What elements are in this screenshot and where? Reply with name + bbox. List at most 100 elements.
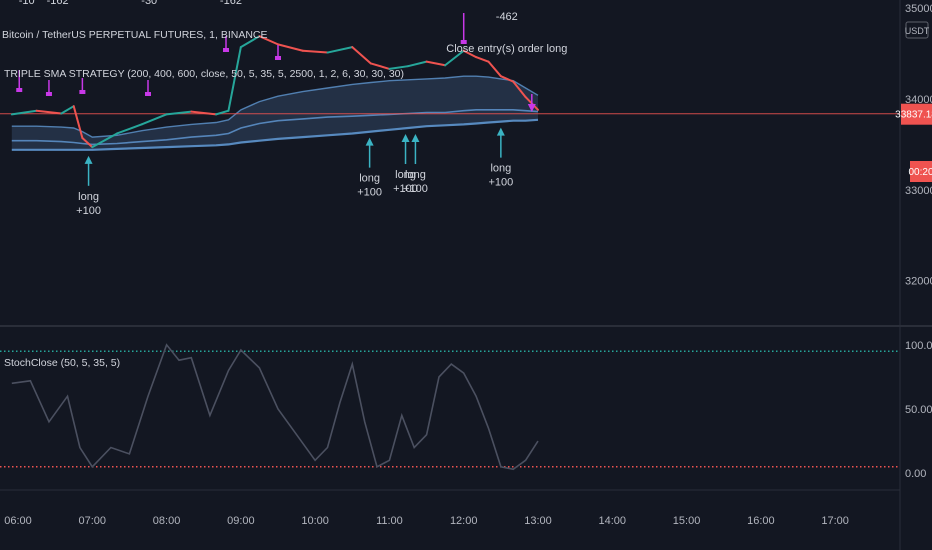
price-segment [301,49,329,54]
price-segment [239,35,261,49]
price-segment [165,110,193,116]
exit-pnl-clipped: -30 [141,0,157,7]
price-segment [326,46,354,54]
time-axis-tick: 08:00 [153,515,181,527]
price-segment [190,110,218,116]
time-axis-tick: 16:00 [747,515,775,527]
bar-countdown-tag [910,161,932,182]
price-axis-tick: 32000.00 [905,276,932,288]
time-axis[interactable]: 06:00 07:00 08:00 09:00 10:00 11:00 12:00 13:00… [4,515,849,527]
trade-markers: long +100 long +100 long +100 long +100 long +100… [16,0,567,217]
price-pane[interactable]: long +100 long +100 long +100 long +100 long +100… [0,0,900,217]
sma-band-fill [11,76,539,150]
entry-arrow-head [401,134,410,142]
bar-countdown-value: 00:20 [908,167,932,178]
entry-qty: +100 [76,205,101,217]
exit-marker [145,80,151,96]
stoch-axis-tick: 50.00 [905,404,932,416]
stoch-axis[interactable]: 100.00 50.00 0.00 [905,340,932,480]
price-segment [215,109,230,116]
stoch-line [11,343,539,471]
time-axis-tick: 13:00 [524,515,552,527]
currency-badge[interactable] [905,21,929,39]
trade-marker: long +100 [393,134,418,195]
price-segment [425,60,447,67]
entry-label: long [78,191,99,203]
entry-qty: +100 [403,183,428,195]
exit-marker [275,45,281,60]
price-axis-tick: 33000.00 [905,185,932,197]
exit-marker-head [79,90,86,94]
price-segment [116,123,143,135]
price-axis[interactable]: 35000.00 34000.00 33000.00 32000.00 [905,3,932,288]
price-segment [60,105,75,115]
exit-marker [79,78,86,94]
price-segment [388,65,409,70]
price-segment [35,109,63,115]
entry-arrow-head [496,127,505,136]
entry-label: long [405,169,426,181]
exit-marker [223,36,229,52]
time-axis-tick: 14:00 [599,515,627,527]
trade-marker: long +100 [488,127,513,189]
entry-arrow-head [411,134,420,142]
price-segment [462,49,478,59]
currency-badge-label: USDT [905,26,930,36]
time-axis-tick: 09:00 [227,515,255,527]
exit-arrow-head [527,104,536,112]
last-price-tag [901,103,932,125]
entry-label: long [490,163,511,175]
exit-label: Close entry(s) order long [446,43,567,55]
stoch-series [11,343,539,471]
last-price-value: 33837.18 [895,110,932,121]
trade-marker: long +100 [357,137,382,199]
trade-marker: long +100 [76,155,101,217]
price-axis-tick: 35000.00 [905,3,932,15]
price-segment [512,80,527,99]
stoch-legend[interactable]: StochClose (50, 5, 35, 5) [4,357,120,369]
time-axis-tick: 12:00 [450,515,478,527]
entry-label: long [395,169,416,181]
stoch-axis-tick: 100.00 [905,340,932,352]
price-segment [277,43,304,52]
exit-marker-head [275,56,281,60]
trade-marker: long +100 [403,134,428,195]
price-segment [140,113,168,126]
stoch-pane[interactable] [0,343,900,471]
price-series[interactable] [10,35,539,149]
price-segment [351,46,372,65]
time-axis-tick: 17:00 [821,515,849,527]
sma-fill-layer [11,76,539,150]
entry-label: long [359,173,380,185]
exit-marker [45,80,52,96]
entry-arrow-head [365,137,374,146]
price-segment [91,132,119,149]
exit-marker [460,13,467,44]
exit-marker-head [145,92,151,96]
time-axis-tick: 11:00 [376,515,403,527]
exit-marker [16,70,23,92]
price-axis-tick: 34000.00 [905,94,932,106]
symbol-legend[interactable]: Bitcoin / TetherUS PERPETUAL FUTURES, 1,… [2,29,268,41]
sma-200-line [11,75,539,138]
price-segment [258,35,279,46]
exit-pnl: -462 [496,11,518,23]
time-axis-tick: 10:00 [301,515,329,527]
exit-pnl-clipped: -162 [220,0,242,7]
exit-marker-head [223,48,229,52]
price-segment [499,75,515,83]
entry-qty: +100 [488,177,513,189]
entry-arrow-head [84,155,93,164]
strategy-legend[interactable]: TRIPLE SMA STRATEGY (200, 400, 600, clos… [4,68,404,80]
sma-600-line [11,118,539,151]
exit-marker-head [45,92,52,96]
time-axis-tick: 15:00 [673,515,701,527]
exit-marker-head [460,40,467,44]
price-segment [487,60,502,78]
price-segment [369,62,391,70]
time-axis-tick: 06:00 [4,515,32,527]
price-segment [72,105,84,139]
exit-marker-head [16,88,23,92]
exit-pnl-clipped: -10 [19,0,35,7]
